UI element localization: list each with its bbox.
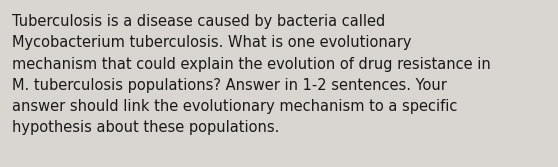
Text: Tuberculosis is a disease caused by bacteria called
Mycobacterium tuberculosis. : Tuberculosis is a disease caused by bact… bbox=[12, 14, 491, 135]
